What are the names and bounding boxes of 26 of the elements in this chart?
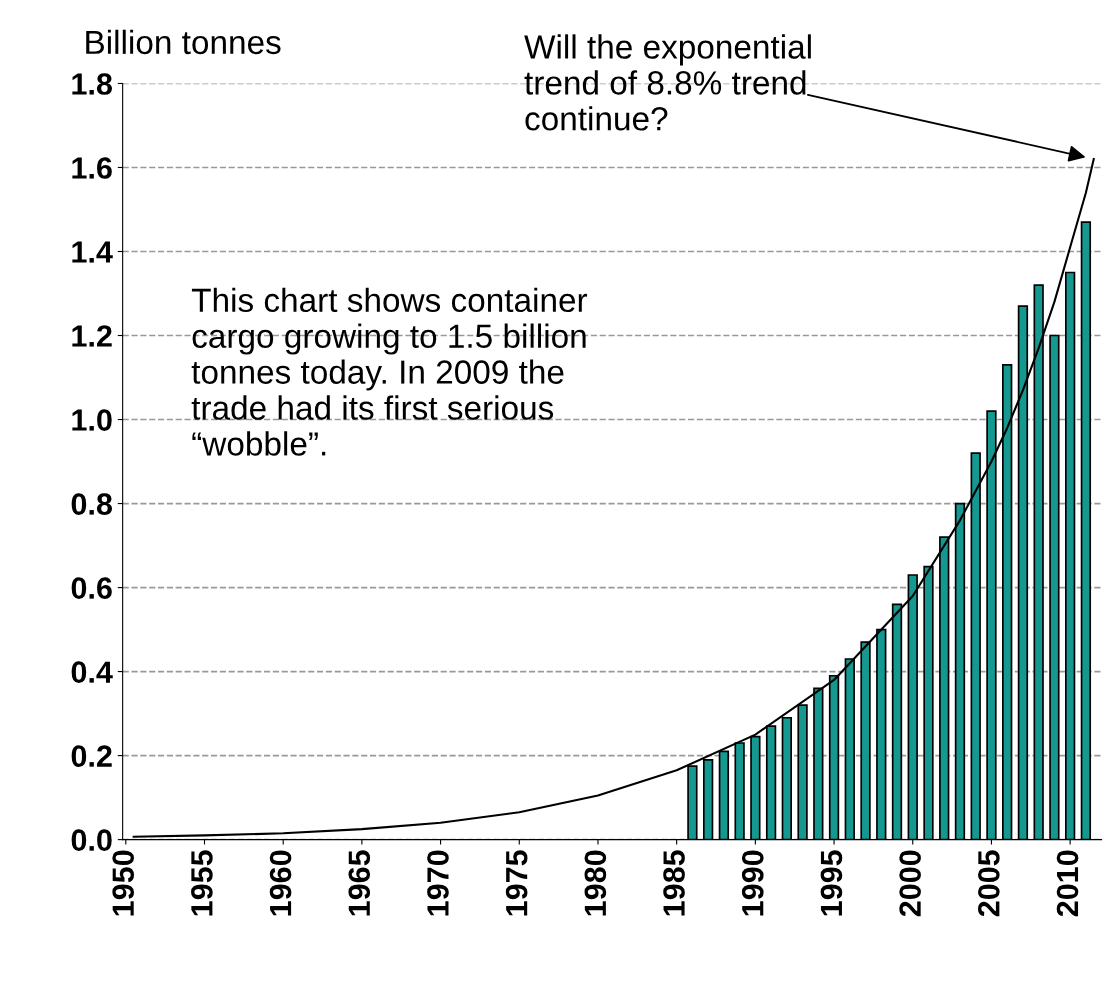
x-tick-label: 2010 [1056,850,1079,917]
y-axis-title: Billion tonnes [86,29,281,55]
x-tick-label: 1965 [348,850,371,916]
y-tick-label: 0.0 [71,829,112,851]
x-tick-label: 1950 [112,850,134,916]
y-tick-label: 1.6 [72,157,112,179]
x-tick-label: 2005 [978,850,1000,917]
x-tick-label: 2000 [899,850,921,917]
y-tick-label: 0.2 [71,745,112,767]
y-tick-label: 0.6 [71,577,112,599]
x-tick-label: 1955 [191,850,213,916]
x-tick-label: 1985 [663,850,685,916]
x-tick-label: 1980 [584,850,607,916]
x-tick-label: 1975 [505,850,528,916]
y-tick-label: 1.2 [72,325,112,347]
y-tick-label: 0.4 [71,661,113,683]
x-tick-label: 1990 [741,850,764,916]
x-tick-label: 1960 [269,850,292,916]
x-tick-label: 1970 [427,850,449,916]
annotation: Will the exponential trend of 8.8% trend continue? [524,34,811,131]
annotation: This chart shows container cargo growing to 1.5 billion tonnes today. In 2009 the trade had its first serious “wobble”. [191,287,588,456]
y-tick-label: 1.8 [72,73,112,95]
y-tick-label: 0.8 [71,493,112,515]
y-tick-label: 1.4 [72,241,113,263]
x-tick-label: 1995 [820,850,843,916]
y-tick-label: 1.0 [72,409,112,431]
